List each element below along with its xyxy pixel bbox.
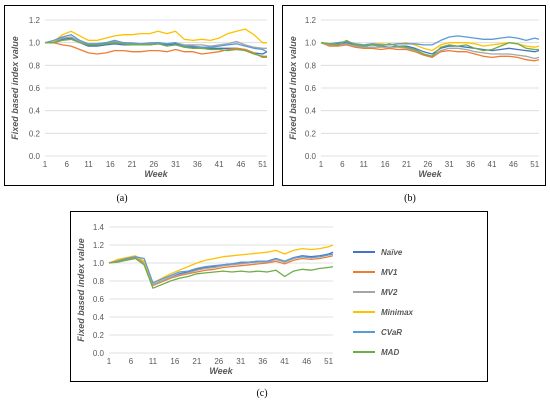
chart-b-series-cvar-line	[320, 35, 540, 46]
chart-c-legend-mad-label: MAD	[381, 348, 399, 357]
chart-c-y-tick-label: 0.8	[93, 277, 105, 286]
chart-a-x-tick-label: 41	[215, 160, 224, 169]
chart-b-svg: 0.00.20.40.60.81.01.21 6 11 16 21 26 31 36 41 46 5…	[288, 16, 540, 179]
chart-b-x-tick-label: 46	[509, 160, 518, 169]
chart-a-series-minimax-line	[44, 28, 267, 44]
chart-a-x-tick-label: 16	[106, 160, 115, 169]
chart-b-x-tick-label: 36	[466, 160, 475, 169]
chart-c-x-axis-title: Week	[209, 366, 233, 376]
chart-c-y-tick-label: 0.0	[93, 349, 105, 358]
chart-b-x-tick-label: 51	[530, 160, 539, 169]
chart-a-x-tick-label: 11	[84, 160, 93, 169]
chart-c-legend-mv1-label: MV1	[381, 268, 398, 277]
chart-c-x-tick-label: 51	[324, 357, 333, 366]
chart-c-y-tick-label: 1.0	[93, 259, 105, 268]
chart-b-x-tick-label: 26	[423, 160, 432, 169]
chart-c-series-cvar-line	[108, 253, 334, 284]
caption-a: (a)	[116, 193, 128, 204]
chart-a-x-tick-label: 1	[43, 160, 48, 169]
chart-c-y-tick-label: 0.6	[93, 295, 105, 304]
chart-c-x-tick-label: 16	[170, 357, 179, 366]
chart-a-x-tick-label: 26	[149, 160, 158, 169]
chart-b-x-tick-label: 6	[340, 160, 345, 169]
chart-c-x-tick-label: 46	[302, 357, 311, 366]
chart-b-x-tick-label: 1	[319, 160, 324, 169]
chart-b-y-tick-label: 1.0	[305, 39, 317, 48]
chart-panel-b: 0.0 0.2 0.4 0.6 0.8 1.0 1.2 1 6 11 16 21 26 31 36 41 46 5…	[282, 5, 546, 186]
chart-a-x-axis-title: Week	[144, 169, 168, 179]
chart-c-x-tick-label: 41	[280, 357, 289, 366]
chart-panel-a: 0.0 0.2 0.4 0.6 0.8 1.0 1.2 1 6 11 16 21 26 31 36 41 46 5…	[4, 5, 274, 186]
chart-c-y-axis-title: Fixed based index value	[76, 238, 86, 342]
chart-b-x-tick-label: 41	[488, 160, 497, 169]
chart-c-y-tick-label: 0.4	[93, 313, 105, 322]
chart-a-y-tick-label: 1.0	[29, 39, 41, 48]
chart-b-y-tick-label: 1.2	[305, 16, 317, 25]
caption-b: (b)	[404, 193, 416, 204]
chart-a-y-tick-label: 0.8	[29, 61, 41, 70]
chart-c-y-tick-label: 1.2	[93, 241, 105, 250]
chart-b-x-tick-label: 21	[402, 160, 411, 169]
chart-a-x-tick-label: 6	[65, 160, 70, 169]
chart-b-y-tick-label: 0.6	[305, 84, 317, 93]
chart-b-y-tick-label: 0.0	[305, 152, 317, 161]
chart-a-series-cvar-line	[44, 34, 268, 53]
chart-c-legend-mv2-label: MV2	[381, 288, 398, 297]
chart-c-x-tick-label: 21	[192, 357, 201, 366]
chart-a-y-tick-label: 0.0	[29, 152, 41, 161]
chart-c-y-tick-label: 1.4	[93, 223, 105, 232]
chart-b-x-axis-title: Week	[418, 169, 442, 179]
chart-c-series-mad-line	[108, 257, 334, 289]
chart-panel-c: 0.0 0.2 0.4 0.6 0.8 1.0 1.2 1.4 1 6 11 16 21 26 31 36 41…	[70, 211, 488, 382]
chart-a-x-tick-label: 36	[193, 160, 202, 169]
chart-b-series-mad-line	[320, 39, 539, 57]
chart-b-x-tick-label: 11	[360, 160, 369, 169]
chart-c-x-tick-label: 6	[129, 357, 134, 366]
chart-a-svg: 0.00.20.40.60.81.01.21 6 11 16 21 26 31 36 41 46 5…	[10, 16, 268, 179]
caption-c: (c)	[256, 388, 268, 399]
chart-a-series-mv1-line	[45, 42, 267, 59]
chart-c-legend-cvar-label: CVaR	[381, 328, 402, 337]
chart-a-y-tick-label: 0.4	[29, 107, 41, 116]
chart-a-y-tick-label: 0.6	[29, 84, 41, 93]
chart-b-series-mv1-line	[320, 42, 540, 62]
chart-b-y-axis-title: Fixed based index value	[288, 36, 298, 140]
chart-c-x-tick-label: 36	[258, 357, 267, 366]
chart-a-series-mad-line	[45, 38, 267, 57]
chart-c-svg: 0.00.20.40.60.81.01.21.41 6 11 16 21 26 31 36 41…	[76, 223, 414, 376]
chart-b-y-tick-label: 0.8	[305, 61, 317, 70]
chart-c-y-tick-label: 0.2	[93, 331, 105, 340]
chart-c-x-tick-label: 1	[107, 357, 112, 366]
chart-a-x-tick-label: 46	[236, 160, 245, 169]
chart-a-y-axis-title: Fixed based index value	[10, 36, 20, 140]
chart-b-y-tick-label: 0.4	[305, 107, 317, 116]
chart-a-y-tick-label: 0.2	[29, 129, 41, 138]
chart-a-x-tick-label: 31	[171, 160, 180, 169]
chart-c-x-tick-label: 11	[149, 357, 158, 366]
chart-b-x-tick-label: 16	[381, 160, 390, 169]
chart-a-x-tick-label: 51	[258, 160, 267, 169]
chart-c-legend-minimax-label: Minimax	[381, 308, 414, 317]
chart-c-x-tick-label: 31	[236, 357, 245, 366]
chart-b-y-tick-label: 0.2	[305, 129, 317, 138]
chart-c-legend-nave-label: Naïve	[381, 248, 403, 257]
chart-a-x-tick-label: 21	[128, 160, 137, 169]
chart-a-y-tick-label: 1.2	[29, 16, 41, 25]
chart-c-x-tick-label: 26	[214, 357, 223, 366]
chart-b-x-tick-label: 31	[445, 160, 454, 169]
